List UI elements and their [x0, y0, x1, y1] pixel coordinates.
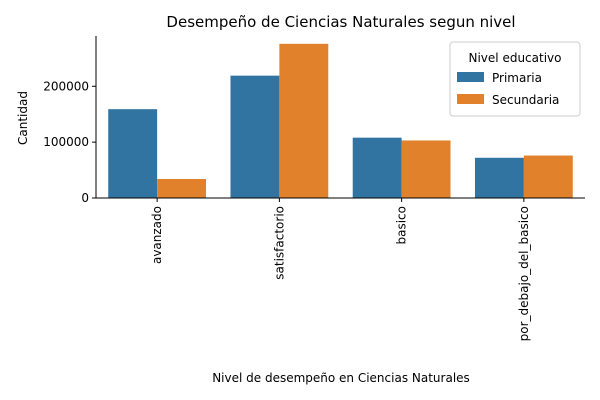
- bar-primaria-satisfactorio: [230, 75, 280, 198]
- bar-primaria-basico: [352, 137, 402, 198]
- legend-label-primaria: Primaria: [492, 71, 542, 85]
- legend-swatch-primaria: [457, 72, 484, 82]
- y-tick-label: 0: [81, 191, 89, 205]
- bar-secundaria-satisfactorio: [279, 43, 329, 198]
- x-tick-label-satisfactorio: satisfactorio: [272, 206, 286, 280]
- y-tick-label: 100000: [43, 135, 89, 149]
- bar-secundaria-avanzado: [157, 179, 207, 198]
- x-tick-label-por_debajo_del_basico: por_debajo_del_basico: [517, 206, 531, 341]
- bar-secundaria-por_debajo_del_basico: [523, 155, 573, 198]
- chart-title: Desempeño de Ciencias Naturales segun ni…: [166, 13, 515, 31]
- x-axis-label: Nivel de desempeño en Ciencias Naturales: [212, 371, 470, 385]
- legend: Nivel educativo Primaria Secundaria: [449, 41, 581, 117]
- legend-title: Nivel educativo: [469, 51, 562, 65]
- legend-swatch-secundaria: [457, 94, 484, 104]
- y-tick-label: 200000: [43, 79, 89, 93]
- legend-label-secundaria: Secundaria: [492, 93, 559, 107]
- bar-secundaria-basico: [401, 140, 451, 198]
- y-axis-label: Cantidad: [16, 91, 30, 145]
- x-tick-label-basico: basico: [395, 206, 409, 245]
- x-tick-label-avanzado: avanzado: [150, 206, 164, 264]
- plot-area: 0 100000 200000 avanzado satisfactorio basico…: [43, 36, 585, 341]
- bar-primaria-avanzado: [108, 109, 158, 198]
- bar-primaria-por_debajo_del_basico: [474, 157, 524, 198]
